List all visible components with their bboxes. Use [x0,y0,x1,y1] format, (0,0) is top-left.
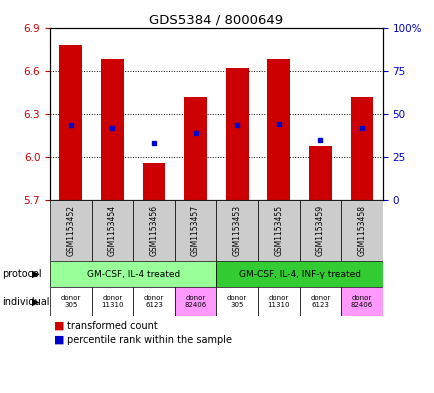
Bar [133,287,174,316]
Text: GSM1153453: GSM1153453 [232,205,241,257]
Bar [308,146,331,200]
Text: GSM1153457: GSM1153457 [191,205,200,257]
Text: protocol: protocol [2,269,42,279]
Text: GSM1153459: GSM1153459 [315,205,324,257]
Bar [299,287,340,316]
Text: GSM1153458: GSM1153458 [357,206,366,256]
Bar [216,287,257,316]
Bar [50,261,216,287]
Bar [101,59,124,200]
Bar [350,97,372,200]
Text: GSM1153455: GSM1153455 [274,205,283,257]
Text: transformed count: transformed count [67,321,158,331]
Text: donor
82406: donor 82406 [350,295,372,308]
Bar [92,200,133,261]
Bar [225,68,248,200]
Text: donor
6123: donor 6123 [309,295,330,308]
Bar [257,287,299,316]
Text: donor
305: donor 305 [227,295,247,308]
Bar [174,287,216,316]
Text: ▶: ▶ [32,297,40,307]
Bar [340,287,382,316]
Text: percentile rank within the sample: percentile rank within the sample [67,335,232,345]
Text: GSM1153456: GSM1153456 [149,205,158,257]
Bar [257,200,299,261]
Text: donor
82406: donor 82406 [184,295,206,308]
Text: GSM1153452: GSM1153452 [66,206,75,256]
Bar [174,200,216,261]
Bar [50,287,92,316]
Bar [133,200,174,261]
Text: GM-CSF, IL-4, INF-γ treated: GM-CSF, IL-4, INF-γ treated [238,270,360,279]
Text: donor
11310: donor 11310 [267,295,289,308]
Text: GSM1153454: GSM1153454 [108,205,117,257]
Bar [184,97,207,200]
Bar [92,287,133,316]
Bar [216,200,257,261]
Bar [216,261,382,287]
Bar [340,200,382,261]
Text: donor
11310: donor 11310 [101,295,123,308]
Text: ▶: ▶ [32,269,40,279]
Text: ■: ■ [54,335,65,345]
Text: donor
6123: donor 6123 [144,295,164,308]
Text: GM-CSF, IL-4 treated: GM-CSF, IL-4 treated [86,270,179,279]
Bar [50,200,92,261]
Bar [142,163,165,200]
Title: GDS5384 / 8000649: GDS5384 / 8000649 [149,13,283,26]
Bar [299,200,340,261]
Text: donor
305: donor 305 [61,295,81,308]
Text: ■: ■ [54,321,65,331]
Bar [59,45,82,200]
Bar [267,59,289,200]
Text: individual: individual [2,297,49,307]
